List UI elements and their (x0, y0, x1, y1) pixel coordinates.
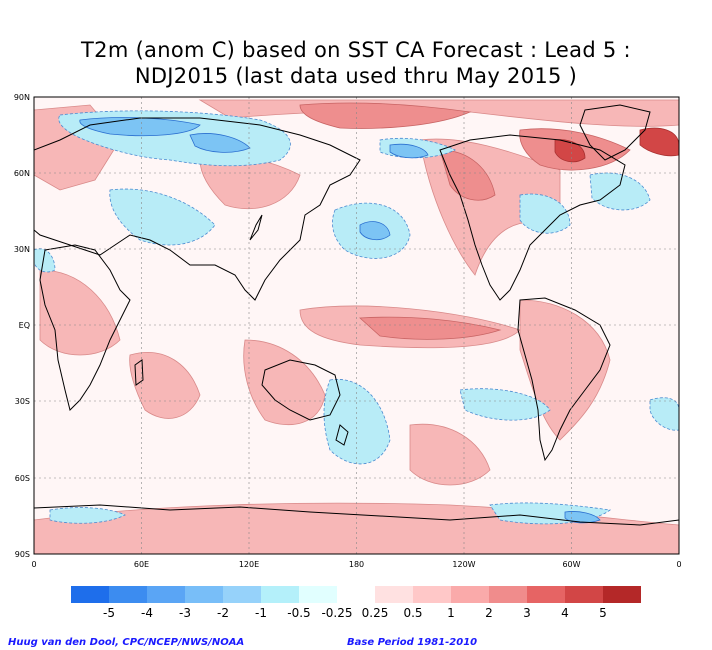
south-america-outline (517, 297, 611, 462)
map-frame (33, 96, 680, 555)
australia-outline (261, 359, 341, 421)
base-period-note: Base Period 1981-2010 (347, 637, 478, 648)
madagascar-outline (134, 359, 144, 386)
colorbar-swatch (109, 586, 147, 603)
colorbar-swatch (299, 586, 337, 603)
colorbar-swatch (489, 586, 527, 603)
lon-label: 120E (239, 560, 259, 569)
colorbar-swatch (147, 586, 185, 603)
colorbar-swatch (451, 586, 489, 603)
colorbar-swatch (223, 586, 261, 603)
colorbar-tick-label: 1 (447, 606, 455, 620)
antarctica-outline (34, 504, 679, 526)
colorbar-tick-label: -2 (217, 606, 229, 620)
japan-outline (249, 214, 263, 241)
lat-label: 30S (15, 397, 30, 406)
map-title-line1: T2m (anom C) based on SST CA Forecast : … (81, 38, 631, 62)
colorbar-tick-label: 3 (523, 606, 531, 620)
africa-outline (39, 244, 131, 411)
colorbar-swatch (71, 586, 109, 603)
colorbar-swatch (375, 586, 413, 603)
very-warm-anomalies (554, 127, 679, 163)
colorbar-tick-label: -5 (103, 606, 115, 620)
colorbar-swatch (337, 586, 375, 603)
strong-warm-anomalies (299, 102, 631, 340)
colorbar-swatch (527, 586, 565, 603)
colorbar-tick-label: -0.5 (287, 606, 310, 620)
longitude-labels: 0 60E 120E 180 120W 60W 0 (31, 560, 681, 569)
greenland-outline (579, 104, 651, 161)
lon-label: 180 (349, 560, 364, 569)
colorbar-labels: -5 -4 -3 -2 -1 -0.5 -0.25 0.25 0.5 1 2 3 4 5 (103, 606, 607, 620)
lat-label: 60S (15, 474, 30, 483)
lat-label: 30N (14, 245, 30, 254)
colorbar-tick-label: 0.25 (362, 606, 389, 620)
lat-label: EQ (19, 321, 30, 330)
lon-label: 120W (452, 560, 475, 569)
latitude-labels: 90N 60N 30N EQ 30S 60S 90S (14, 93, 30, 559)
map-title-line2: NDJ2015 (last data used thru May 2015 ) (134, 64, 578, 88)
colorbar-tick-label: -4 (141, 606, 153, 620)
lat-label: 60N (14, 169, 30, 178)
gridlines (34, 97, 679, 554)
lat-label: 90S (15, 550, 30, 559)
colorbar-swatch (185, 586, 223, 603)
colorbar-swatch (261, 586, 299, 603)
colorbar-tick-label: 0.5 (403, 606, 422, 620)
colorbar-swatch (413, 586, 451, 603)
new-zealand-outline (335, 424, 349, 446)
colorbar-tick-label: 2 (485, 606, 493, 620)
colorbar-tick-label: 5 (599, 606, 607, 620)
north-america-outline (439, 134, 626, 301)
lon-label: 0 (676, 560, 681, 569)
colorbar-swatch (603, 586, 641, 603)
colorbar-tick-label: 4 (561, 606, 569, 620)
colorbar-legend (71, 586, 641, 603)
eurasia-outline (34, 117, 361, 301)
colorbar-tick-label: -0.25 (321, 606, 352, 620)
continent-outlines (34, 104, 679, 526)
colorbar-tick-label: -1 (255, 606, 267, 620)
colorbar-tick-label: -3 (179, 606, 191, 620)
author-credit: Huug van den Dool, CPC/NCEP/NWS/NOAA (8, 637, 245, 648)
colorbar-swatch (565, 586, 603, 603)
lon-label: 60E (134, 560, 149, 569)
lon-label: 60W (562, 560, 580, 569)
lat-label: 90N (14, 93, 30, 102)
lon-label: 0 (31, 560, 36, 569)
